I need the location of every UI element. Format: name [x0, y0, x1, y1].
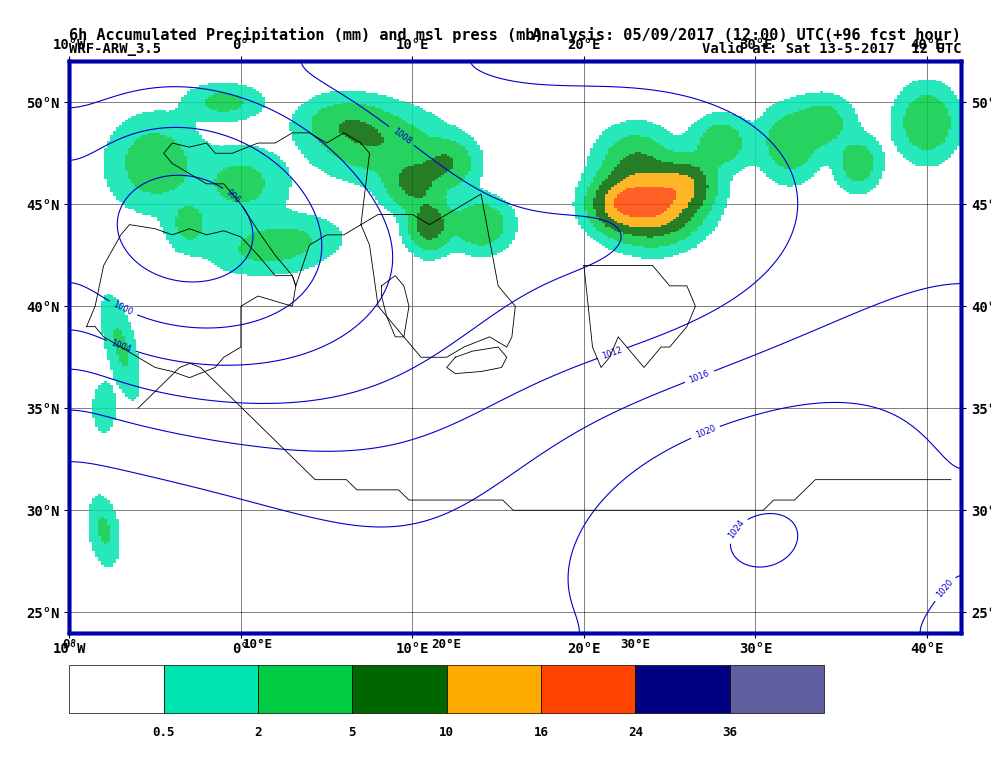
Text: 1024: 1024: [726, 518, 746, 541]
Text: 20°E: 20°E: [432, 637, 462, 650]
Bar: [164, 665, 258, 713]
Text: 996: 996: [225, 187, 243, 205]
Text: 36: 36: [722, 726, 737, 739]
Text: 10: 10: [439, 726, 454, 739]
Text: 30°E: 30°E: [620, 637, 650, 650]
Text: 0.5: 0.5: [153, 726, 175, 739]
Text: Valid at: Sat 13-5-2017  12 UTC: Valid at: Sat 13-5-2017 12 UTC: [702, 42, 961, 56]
Text: 1000: 1000: [112, 300, 135, 317]
Text: 6h Accumulated Precipitation (mm) and msl press (mb): 6h Accumulated Precipitation (mm) and ms…: [69, 27, 544, 43]
Text: 1004: 1004: [110, 338, 133, 354]
Text: 10°E: 10°E: [243, 637, 274, 650]
Bar: [69, 665, 164, 713]
Bar: [635, 665, 729, 713]
Text: Analysis: 05/09/2017 (12:00) UTC(+96 fcst hour): Analysis: 05/09/2017 (12:00) UTC(+96 fcs…: [532, 27, 961, 43]
Text: 1012: 1012: [601, 346, 623, 361]
Text: 16: 16: [533, 726, 549, 739]
Bar: [729, 665, 825, 713]
Bar: [447, 665, 541, 713]
Text: 5: 5: [349, 726, 356, 739]
Bar: [258, 665, 353, 713]
Bar: [541, 665, 635, 713]
Text: 1020: 1020: [935, 578, 954, 600]
Text: 24: 24: [628, 726, 643, 739]
Text: WRF-ARW_3.5: WRF-ARW_3.5: [69, 42, 162, 56]
Text: 2: 2: [255, 726, 262, 739]
Text: 1016: 1016: [688, 369, 711, 385]
Bar: [353, 665, 447, 713]
Text: 1008: 1008: [390, 126, 412, 146]
Text: 0°: 0°: [61, 637, 77, 650]
Text: 1020: 1020: [694, 424, 716, 440]
